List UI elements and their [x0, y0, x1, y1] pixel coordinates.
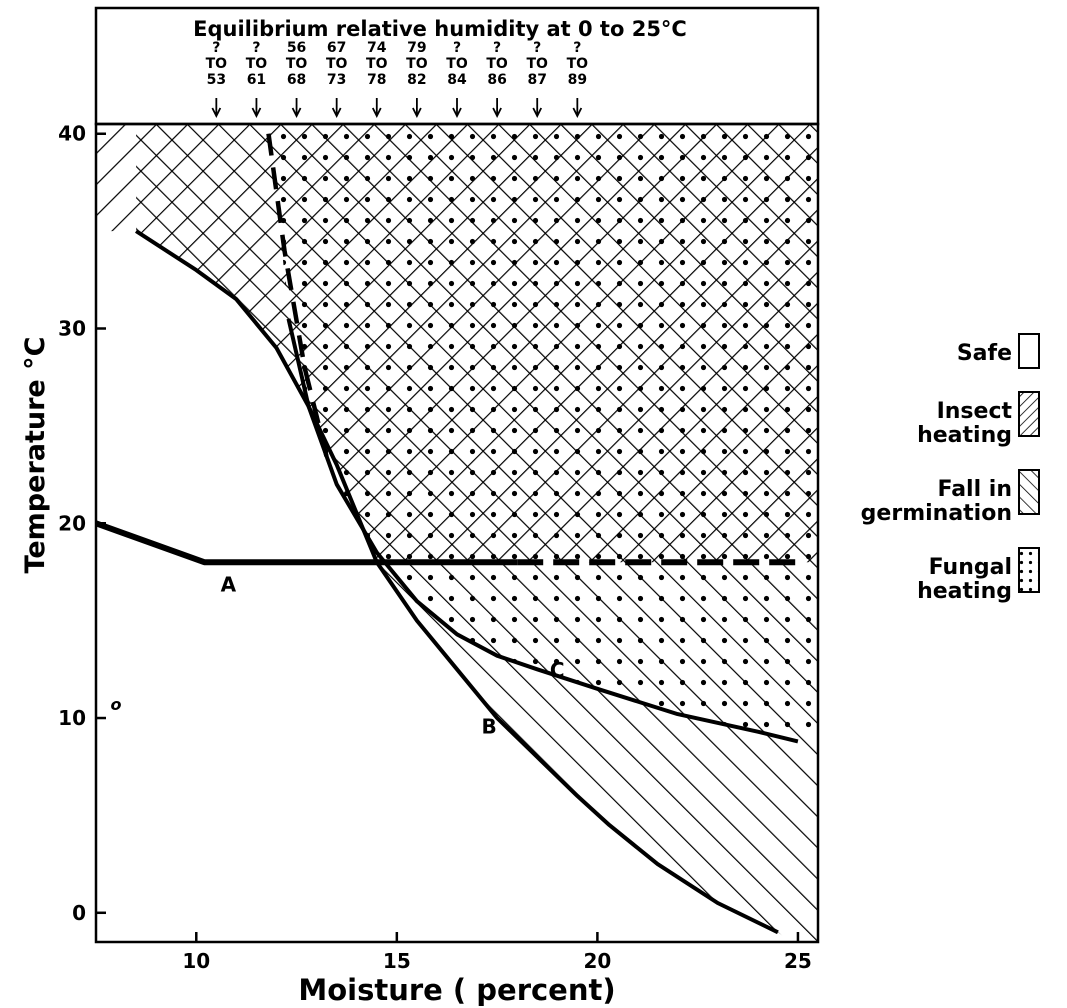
curves [94, 133, 799, 935]
x-axis-ticks: 10 15 20 25 [182, 932, 812, 973]
humidity-arrow-head [371, 107, 382, 119]
x-tick-label: 10 [182, 949, 210, 973]
annotation-a: A [221, 572, 237, 596]
humidity-arrow-head [572, 107, 583, 119]
x-tick-label: 25 [784, 949, 812, 973]
humidity-scale-label: ? [252, 40, 260, 56]
legend-swatch-2 [1018, 391, 1040, 437]
humidity-scale-label: ? [493, 40, 501, 56]
humidity-scale-label: 61 [247, 72, 266, 88]
y-tick-label: 30 [58, 317, 86, 341]
humidity-scale-label: ? [212, 40, 220, 56]
humidity-scale-label: 84 [447, 72, 467, 88]
annotation-c: C [550, 658, 565, 682]
humidity-scale-label: TO [326, 56, 348, 72]
legend-label: Insect [937, 399, 1013, 424]
humidity-arrow-head [492, 107, 502, 119]
y-tick-label: 20 [58, 511, 86, 535]
humidity-scale-label: 73 [327, 72, 346, 88]
x-tick-label: 15 [383, 949, 411, 973]
fungal-heating-region [270, 124, 818, 742]
humidity-scale-label: TO [406, 56, 428, 72]
humidity-scale-label: 56 [287, 40, 306, 56]
y-tick-label: 0 [72, 901, 86, 925]
humidity-scale-label: TO [446, 56, 468, 72]
plot-regions [96, 124, 818, 942]
curve-c-3 [286, 318, 799, 744]
humidity-scale-label: 53 [207, 72, 226, 88]
humidity-scale-label: 74 [367, 40, 387, 56]
humidity-scale-label: ? [453, 40, 461, 56]
humidity-scale-label: TO [486, 56, 508, 72]
humidity-scale-label: 89 [568, 72, 587, 88]
legend-label: Fungal [929, 555, 1012, 580]
humidity-arrow-head [452, 107, 462, 119]
humidity-arrow-head [291, 107, 302, 119]
legend-label: heating [917, 579, 1012, 604]
humidity-scale-label: 68 [287, 72, 306, 88]
x-tick-label: 20 [583, 949, 611, 973]
curve-insect-limit-dashed-4 [266, 133, 331, 466]
humidity-arrow-head [251, 107, 262, 119]
humidity-scale-label: ? [573, 40, 581, 56]
curve-a-0 [94, 520, 518, 566]
humidity-header-title: Equilibrium relative humidity at 0 to 25… [193, 17, 687, 41]
legend-swatch-3 [1018, 469, 1040, 515]
humidity-scale-label: 78 [367, 72, 386, 88]
humidity-scale-label: 87 [527, 72, 546, 88]
legend-label: germination [861, 501, 1012, 526]
humidity-scale-label: TO [206, 56, 228, 72]
humidity-scale-label: 86 [487, 72, 506, 88]
y-axis-label: Temperature °C [20, 337, 51, 574]
humidity-scale-label: ? [533, 40, 541, 56]
x-axis-label: Moisture ( percent) [298, 973, 615, 1007]
humidity-scale-label: TO [286, 56, 308, 72]
humidity-arrow-head [532, 107, 543, 119]
y-tick-label: 40 [58, 122, 86, 146]
curve-b-2 [135, 229, 779, 935]
y-tick-label: 10 [58, 706, 86, 730]
humidity-scale-label: 67 [327, 40, 346, 56]
humidity-scale-label: 82 [407, 72, 426, 88]
humidity-scale-label: TO [366, 56, 388, 72]
curve-annotations: A B Co [111, 572, 565, 738]
legend-swatch-4 [1018, 547, 1040, 593]
humidity-arrow-head [211, 107, 222, 119]
humidity-scale-label: 79 [407, 40, 426, 56]
y-axis-ticks: 0 10 20 30 40 [58, 122, 106, 925]
plot-frame [94, 122, 820, 944]
legend-label: Fall in [937, 477, 1012, 502]
humidity-scale: ?TO53?TO6156TO6867TO7374TO7879TO82?TO84?… [206, 40, 589, 119]
legend-label: Safe [957, 341, 1012, 366]
annotation-o: o [111, 695, 122, 714]
humidity-scale-label: TO [246, 56, 268, 72]
legend-label: heating [917, 423, 1012, 448]
annotation-b: B [481, 715, 496, 739]
humidity-scale-label: TO [526, 56, 548, 72]
legend-swatch-1 [1018, 333, 1040, 369]
humidity-arrow-head [412, 107, 422, 119]
humidity-arrow-head [331, 107, 342, 119]
humidity-scale-label: TO [567, 56, 589, 72]
